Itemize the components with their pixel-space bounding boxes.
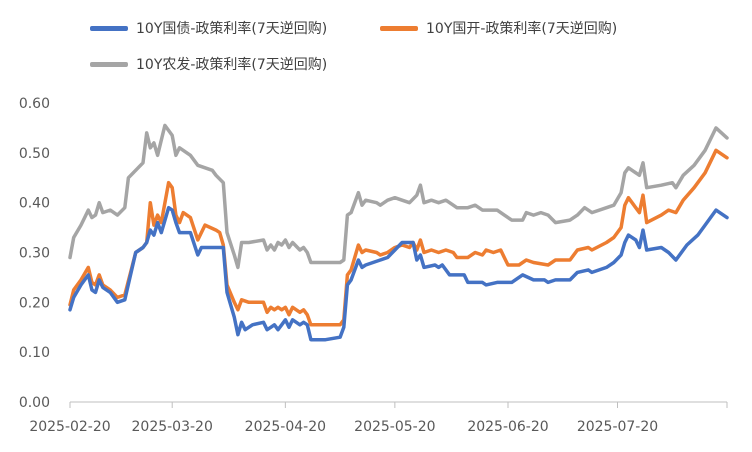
y-tick-label: 0.20 [19, 295, 50, 311]
y-tick-label: 0.00 [19, 395, 50, 411]
legend-item-treasury: 10Y国债-政策利率(7天逆回购) [90, 16, 327, 40]
y-tick-label: 0.10 [19, 345, 50, 361]
legend-item-cdb: 10Y国开-政策利率(7天逆回购) [380, 16, 617, 40]
legend-swatch-adbc [90, 61, 128, 67]
legend-swatch-treasury [90, 25, 128, 31]
y-tick-label: 0.30 [19, 246, 50, 262]
legend-item-adbc: 10Y农发-政策利率(7天逆回购) [90, 52, 327, 76]
x-tick-label: 2025-03-20 [132, 419, 213, 435]
x-tick-label: 2025-06-20 [467, 419, 548, 435]
x-tick-label: 2025-04-20 [245, 419, 326, 435]
y-tick-label: 0.50 [19, 146, 50, 162]
series-line-cdb [68, 148, 729, 327]
x-tick-label: 2025-05-20 [354, 419, 435, 435]
legend: 10Y国债-政策利率(7天逆回购) 10Y国开-政策利率(7天逆回购) 10Y农… [0, 0, 752, 80]
x-tick-label: 2025-02-20 [29, 419, 110, 435]
legend-label-adbc: 10Y农发-政策利率(7天逆回购) [136, 57, 328, 73]
legend-label-cdb: 10Y国开-政策利率(7天逆回购) [426, 21, 618, 37]
y-tick-label: 0.40 [19, 196, 50, 212]
y-tick-label: 0.60 [19, 96, 50, 112]
series-line-treasury [68, 205, 729, 342]
x-tick-label: 2025-07-20 [577, 419, 658, 435]
legend-label-treasury: 10Y国债-政策利率(7天逆回购) [136, 21, 328, 37]
legend-swatch-cdb [380, 25, 418, 31]
series-line-adbc [68, 123, 729, 270]
